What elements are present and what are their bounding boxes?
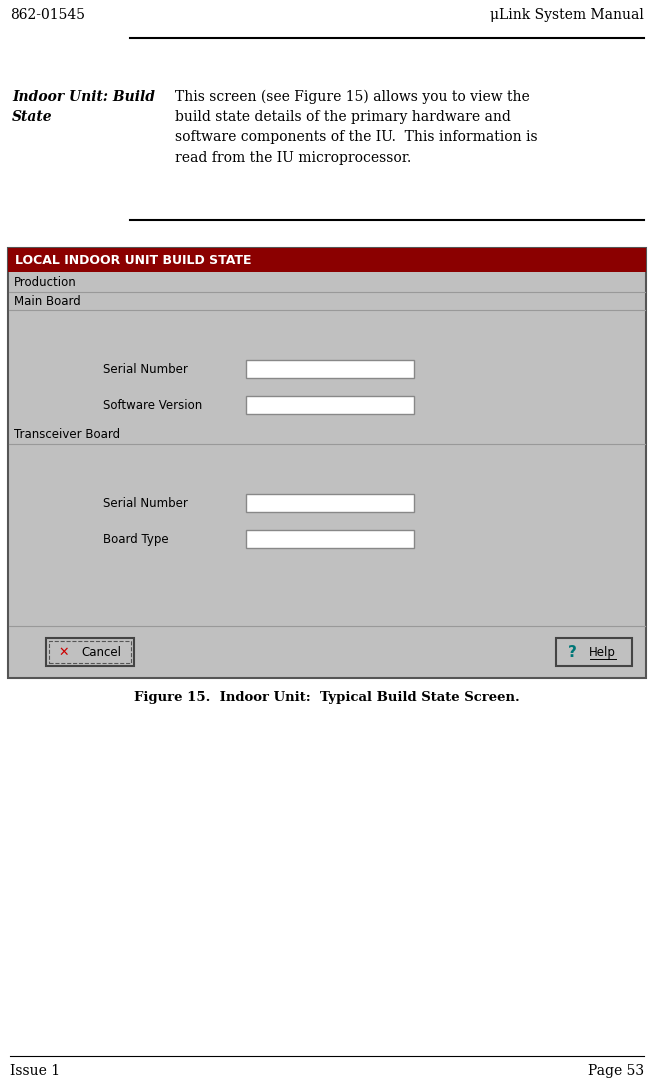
Bar [246, 530, 414, 548]
Text: Help: Help [589, 645, 615, 658]
Bar [246, 494, 414, 512]
Text: 862-01545: 862-01545 [10, 8, 85, 22]
Text: This screen (see Figure 15) allows you to view the
build state details of the pr: This screen (see Figure 15) allows you t… [175, 90, 538, 165]
Text: Production: Production [14, 276, 77, 289]
Text: Indoor Unit: Build
State: Indoor Unit: Build State [12, 90, 155, 124]
Text: Cancel: Cancel [81, 645, 121, 658]
Text: Serial Number: Serial Number [103, 496, 188, 509]
Text: ?: ? [568, 644, 576, 659]
Text: Figure 15.  Indoor Unit:  Typical Build State Screen.: Figure 15. Indoor Unit: Typical Build St… [134, 691, 520, 704]
Text: Transceiver Board: Transceiver Board [14, 428, 120, 441]
Text: ✕: ✕ [59, 645, 69, 658]
Text: LOCAL INDOOR UNIT BUILD STATE: LOCAL INDOOR UNIT BUILD STATE [15, 253, 252, 266]
Bar [246, 359, 414, 378]
Text: Board Type: Board Type [103, 532, 169, 545]
Bar [556, 637, 632, 666]
Bar [8, 248, 646, 272]
Text: Main Board: Main Board [14, 294, 80, 307]
Text: Serial Number: Serial Number [103, 363, 188, 376]
Text: Page 53: Page 53 [588, 1064, 644, 1078]
Text: Software Version: Software Version [103, 399, 202, 412]
Text: Issue 1: Issue 1 [10, 1064, 60, 1078]
Text: μLink System Manual: μLink System Manual [490, 8, 644, 22]
Bar [246, 396, 414, 414]
Bar [46, 637, 134, 666]
Bar [49, 641, 131, 662]
Bar [8, 248, 646, 678]
